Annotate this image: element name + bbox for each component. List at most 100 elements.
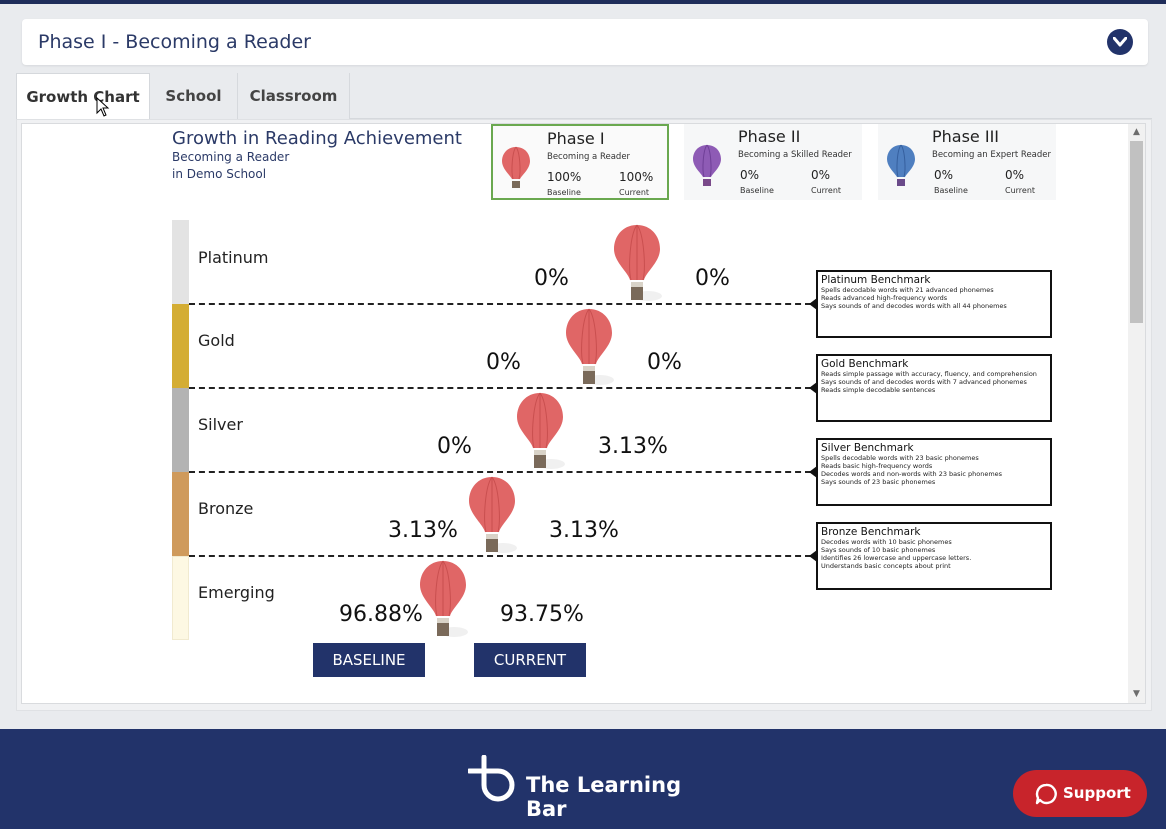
level-band-silver [172,388,189,472]
benchmark-line: Says sounds of and decodes words with 7 … [821,378,1027,386]
tab-label: Growth Chart [26,88,140,106]
phase-title: Phase I - Becoming a Reader [38,31,311,53]
tab-label: Classroom [249,87,338,105]
current-pct-bronze: 3.13% [549,518,619,543]
level-label-emerging: Emerging [198,583,275,602]
tab-label: School [165,87,222,105]
level-band-platinum [172,220,189,304]
phase-selector[interactable]: Phase I - Becoming a Reader [22,19,1148,65]
dashed-divider [189,303,811,305]
chevron-down-icon[interactable] [1107,29,1133,55]
benchmark-title: Gold Benchmark [821,358,909,370]
phase-subtitle: Becoming a Skilled Reader [738,150,852,160]
current-pct-silver: 3.13% [598,434,668,459]
baseline-pct-bronze: 3.13% [388,518,458,543]
phase-card-2[interactable]: Phase II Becoming a Skilled Reader 0% 0%… [684,124,862,200]
pointer-arrow [809,298,817,310]
pointer-arrow [809,382,817,394]
vertical-scrollbar[interactable]: ▲ ▼ [1128,124,1145,703]
phase-baseline-value: 100% [547,170,582,184]
current-pct-gold: 0% [647,350,682,375]
baseline-pct-gold: 0% [486,350,521,375]
tab-bar: Growth Chart School Classroom [16,73,1152,120]
benchmark-line: Decodes words with 10 basic phonemes [821,538,952,546]
baseline-button[interactable]: BASELINE [313,643,425,677]
phase-current-value: 0% [811,168,831,182]
phase-subtitle: Becoming a Reader [547,152,631,162]
mouse-cursor-icon [96,97,110,117]
benchmark-line: Understands basic concepts about print [821,562,951,570]
dashed-divider [189,471,811,473]
baseline-pct-silver: 0% [437,434,472,459]
benchmark-line: Says sounds of 23 basic phonemes [821,478,936,486]
level-label-bronze: Bronze [198,499,254,518]
top-accent-bar [0,0,1166,4]
balloon-icon [517,392,565,469]
benchmark-line: Identifies 26 lowercase and uppercase le… [821,554,972,562]
phase-current-value: 0% [1005,168,1025,182]
balloon-icon [420,560,468,637]
balloon-icon [614,224,662,301]
phase-card-3[interactable]: Phase III Becoming an Expert Reader 0% 0… [878,124,1056,200]
learning-bar-logo-icon [466,754,515,802]
balloon-purple-icon [693,144,721,186]
level-label-platinum: Platinum [198,248,269,267]
dashed-divider [189,555,811,557]
current-button[interactable]: CURRENT [474,643,586,677]
learning-bar-logo[interactable]: The Learning Bar [466,754,708,821]
baseline-label: Baseline [547,188,581,197]
benchmark-title: Bronze Benchmark [821,526,921,538]
phase-subtitle: Becoming an Expert Reader [932,150,1051,160]
baseline-pct-platinum: 0% [534,266,569,291]
benchmark-line: Spells decodable words with 23 basic pho… [821,454,979,462]
phase-name: Phase III [932,127,1000,146]
benchmark-title: Silver Benchmark [821,442,914,454]
baseline-label: Baseline [934,186,968,195]
level-label-silver: Silver [198,415,243,434]
benchmark-line: Reads advanced high-frequency words [821,294,948,302]
benchmark-line: Reads simple passage with accuracy, flue… [821,370,1037,378]
level-label-gold: Gold [198,331,235,350]
chart-title: Growth in Reading Achievement [172,128,462,149]
phase-name: Phase II [738,127,801,146]
pointer-arrow [809,550,817,562]
current-pct-platinum: 0% [695,266,730,291]
benchmark-line: Reads basic high-frequency words [821,462,933,470]
current-label: Current [619,188,650,197]
support-label: Support [1063,784,1131,802]
benchmark-line: Says sounds of and decodes words with al… [821,302,1007,310]
current-label: Current [1005,186,1036,195]
benchmark-bronze: Bronze Benchmark Decodes words with 10 b… [809,522,1052,590]
baseline-label: Baseline [740,186,774,195]
benchmark-line: Says sounds of 10 basic phonemes [821,546,936,554]
benchmark-silver: Silver Benchmark Spells decodable words … [809,438,1052,506]
benchmark-line: Reads simple decodable sentences [821,386,936,394]
phase-current-value: 100% [619,170,654,184]
current-label: Current [811,186,842,195]
scroll-down-icon[interactable]: ▼ [1133,689,1140,699]
chart-subtitle: Becoming a Reader [172,150,290,164]
scroll-up-icon[interactable]: ▲ [1133,127,1140,137]
support-button[interactable]: Support [1013,770,1147,817]
chart-school: in Demo School [172,167,267,181]
chat-bubble-icon [1035,783,1057,805]
baseline-pct-emerging: 96.88% [339,602,423,627]
balloon-icon [566,308,614,385]
level-band-bronze [172,472,189,556]
brand-name: The Learning Bar [526,773,682,821]
benchmark-platinum: Platinum Benchmark Spells decodable word… [809,270,1052,338]
level-band-emerging [172,556,189,640]
tab-school[interactable]: School [150,73,238,119]
benchmark-line: Spells decodable words with 21 advanced … [821,286,994,294]
level-band-gold [172,304,189,388]
benchmark-title: Platinum Benchmark [821,274,931,286]
balloon-blue-icon [887,144,915,186]
current-pct-emerging: 93.75% [500,602,584,627]
tab-growth-chart[interactable]: Growth Chart [16,73,150,120]
scrollbar-thumb[interactable] [1130,141,1143,323]
dashed-divider [189,387,811,389]
benchmark-gold: Gold Benchmark Reads simple passage with… [809,354,1052,422]
tab-classroom[interactable]: Classroom [238,73,350,119]
phase-card-1[interactable]: Phase I Becoming a Reader 100% 100% Base… [491,124,669,200]
benchmark-line: Decodes words and non-words with 23 basi… [821,470,1003,478]
